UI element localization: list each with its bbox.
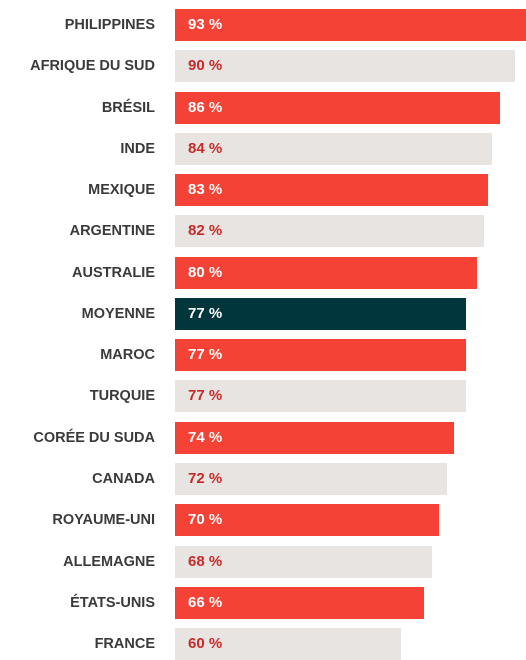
bar-value-label: 77 %	[188, 305, 223, 322]
bar	[175, 9, 526, 41]
bar-value-label: 72 %	[188, 470, 223, 487]
bar	[175, 339, 466, 371]
bar	[175, 463, 447, 495]
bar-value-label: 82 %	[188, 222, 223, 239]
category-label: ARGENTINE	[69, 223, 155, 239]
category-label: BRÉSIL	[101, 100, 155, 116]
category-label: ALLEMAGNE	[63, 554, 155, 570]
category-label: TURQUIE	[89, 388, 155, 404]
category-label: CANADA	[92, 471, 155, 487]
bar-value-label: 77 %	[188, 346, 223, 363]
bar	[175, 422, 454, 454]
bar-value-label: 80 %	[188, 264, 223, 281]
bar	[175, 546, 432, 578]
bar-value-label: 83 %	[188, 181, 223, 198]
bar-value-label: 74 %	[188, 429, 223, 446]
category-label: ÉTATS-UNIS	[70, 595, 155, 611]
bar-value-label: 70 %	[188, 511, 223, 528]
category-label: AFRIQUE DU SUD	[30, 58, 155, 74]
horizontal-bar-chart: PHILIPPINES 93 % AFRIQUE DU SUD 90 % BRÉSIL 8…	[30, 9, 526, 660]
category-label: MOYENNE	[81, 306, 155, 322]
bar-value-label: 66 %	[188, 594, 223, 611]
bar	[175, 504, 439, 536]
category-label: INDE	[120, 141, 155, 157]
category-label: PHILIPPINES	[64, 17, 155, 33]
bar	[175, 257, 477, 289]
bar-value-label: 60 %	[188, 635, 223, 652]
bar-value-label: 84 %	[188, 140, 223, 157]
bar	[175, 587, 424, 619]
bar	[175, 50, 515, 82]
category-label: MEXIQUE	[88, 182, 155, 198]
bar	[175, 298, 466, 330]
category-label: CORÉE DU SUDA	[33, 430, 155, 446]
bar	[175, 215, 484, 247]
bar-value-label: 77 %	[188, 387, 223, 404]
bar	[175, 133, 492, 165]
category-label: AUSTRALIE	[72, 265, 155, 281]
bar-value-label: 93 %	[188, 16, 223, 33]
category-label: ROYAUME-UNI	[52, 512, 155, 528]
bar-value-label: 86 %	[188, 99, 223, 116]
bar-value-label: 90 %	[188, 57, 223, 74]
bar	[175, 92, 500, 124]
category-label: MAROC	[100, 347, 155, 363]
bar	[175, 380, 466, 412]
category-label: FRANCE	[94, 636, 155, 652]
bar	[175, 174, 488, 206]
bar-value-label: 68 %	[188, 553, 223, 570]
